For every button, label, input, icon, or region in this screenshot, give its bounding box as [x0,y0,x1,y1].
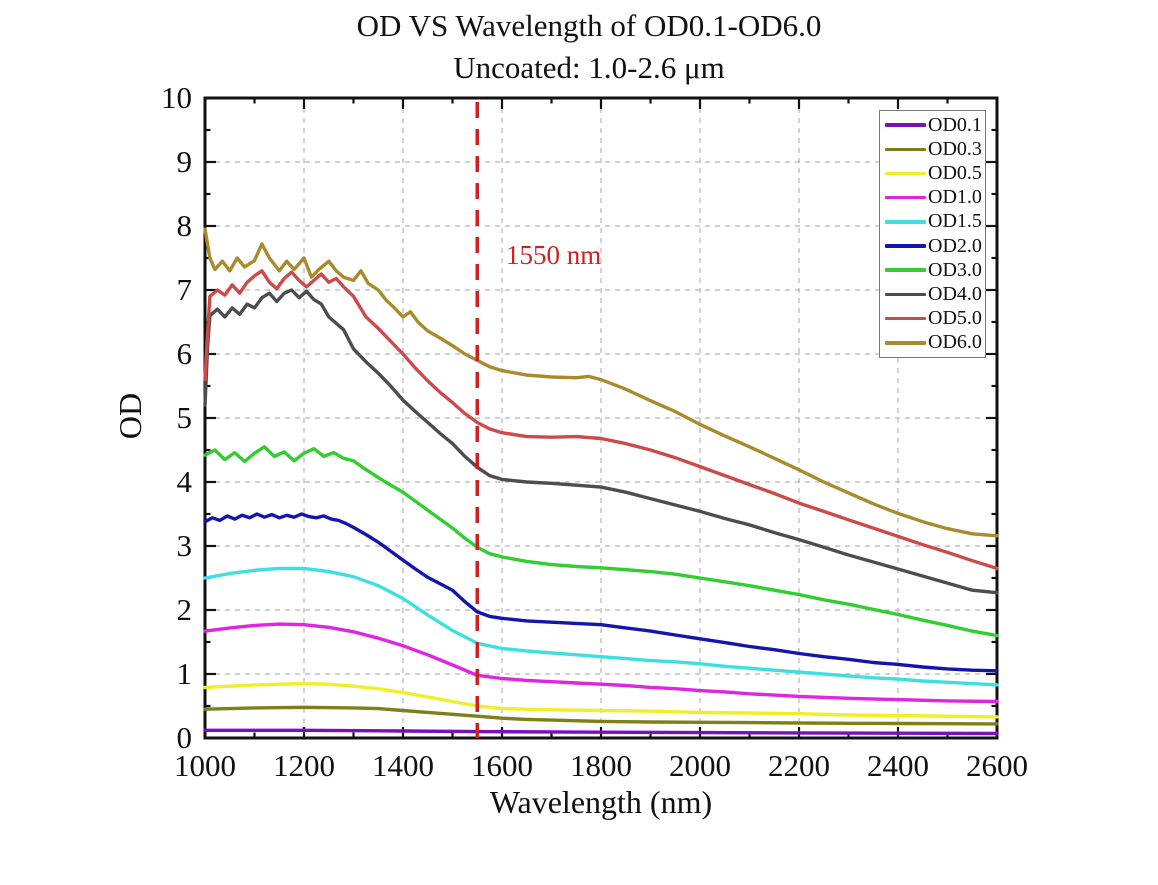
legend-swatch [885,147,926,152]
x-tick-label: 1000 [174,748,236,783]
x-tick-label: 1600 [471,748,533,783]
y-tick-label: 9 [176,144,193,179]
series-line-OD1.5 [203,566,999,687]
legend-item-OD0.1: OD0.1 [885,114,985,136]
y-tick-label: 2 [176,592,193,627]
legend-label: OD1.0 [928,186,982,209]
x-tick-label: 1400 [372,748,434,783]
x-tick-label: 2400 [867,748,929,783]
x-tick-label: 2200 [768,748,830,783]
legend-item-OD1.5: OD1.5 [885,210,985,233]
legend-item-OD1.0: OD1.0 [885,186,985,209]
legend-label: OD0.1 [928,113,982,136]
legend: OD0.1 OD0.3 OD0.5 OD1.0 OD1.5 OD2.0 OD3.0 OD4.0… [879,110,986,358]
x-tick-label: 2600 [966,748,1028,783]
y-tick-label: 7 [176,272,193,307]
legend-swatch [885,171,926,176]
legend-swatch [885,341,926,345]
x-axis-title: Wavelength (nm) [489,784,713,820]
series-line-OD1.0 [203,622,999,704]
legend-label: OD6.0 [928,331,982,354]
legend-swatch [885,123,926,127]
series-line-OD0.1 [203,728,999,736]
series-line-OD3.0 [203,445,999,638]
legend-item-OD6.0: OD6.0 [885,331,985,354]
legend-swatch [885,195,926,200]
legend-item-OD4.0: OD4.0 [885,283,985,305]
series-line-OD2.0 [203,512,999,673]
legend-label: OD3.0 [928,258,982,281]
legend-label: OD4.0 [928,282,982,305]
y-tick-label: 3 [176,528,193,563]
y-tick-label: 10 [161,80,192,115]
legend-item-OD0.3: OD0.3 [885,138,985,160]
x-tick-label: 1800 [570,748,632,783]
legend-swatch [885,220,926,224]
series-line-OD5.0 [203,269,999,571]
y-tick-label: 5 [176,400,193,435]
series-line-OD0.3 [203,705,999,726]
annotation-1550nm-label: 1550 nm [506,240,602,270]
y-tick-label: 8 [176,208,193,243]
legend-label: OD0.5 [928,161,982,184]
legend-swatch [885,316,926,321]
plot-frame [203,96,999,740]
legend-label: OD2.0 [928,234,982,257]
x-tick-label: 2000 [669,748,731,783]
legend-item-OD2.0: OD2.0 [885,235,985,257]
y-tick-label: 0 [176,720,193,755]
legend-label: OD0.3 [928,137,982,160]
series-line-OD4.0 [203,288,999,595]
x-tick-label: 1200 [273,748,335,783]
legend-item-OD0.5: OD0.5 [885,162,985,184]
series-line-OD6.0 [203,227,999,538]
legend-label: OD1.5 [928,210,982,233]
chart-title: OD VS Wavelength of OD0.1-OD6.0 [356,8,822,43]
chart-subtitle: Uncoated: 1.0-2.6 μm [453,50,725,85]
legend-item-OD5.0: OD5.0 [885,307,985,330]
legend-swatch [885,268,926,272]
y-tick-label: 1 [176,656,193,691]
legend-item-OD3.0: OD3.0 [885,259,985,281]
legend-swatch [885,292,926,297]
y-tick-label: 4 [176,464,193,499]
legend-swatch [885,244,926,248]
legend-label: OD5.0 [928,307,982,330]
y-tick-label: 6 [176,336,193,371]
